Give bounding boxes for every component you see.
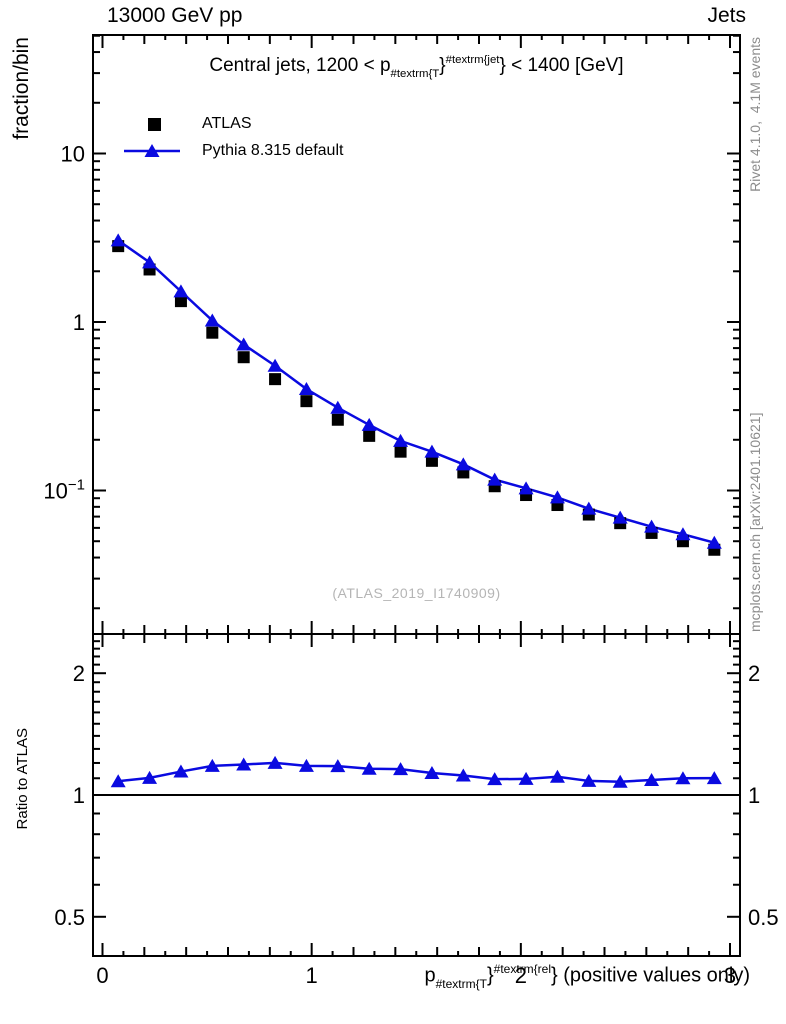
ratio-data-point bbox=[142, 770, 158, 784]
legend-row-pythia: Pythia 8.315 default bbox=[118, 137, 343, 164]
atlas-data-point bbox=[174, 295, 187, 308]
frames bbox=[92, 34, 741, 957]
pythia-data-point bbox=[675, 527, 691, 541]
pythia-data-point bbox=[706, 535, 722, 549]
ratio-data-point bbox=[581, 773, 597, 787]
legend-label-atlas: ATLAS bbox=[202, 114, 252, 132]
svg-text:10: 10 bbox=[61, 142, 85, 167]
ratio-data-point bbox=[675, 771, 691, 785]
ratio-data-point bbox=[393, 762, 409, 776]
atlas-data-point bbox=[425, 454, 438, 467]
pythia-data-point bbox=[267, 358, 283, 372]
atlas-data-point bbox=[269, 373, 282, 386]
ratio-data-point bbox=[330, 759, 346, 773]
plot-title: Central jets, 1200 < p#textrm{T}#textrm{… bbox=[209, 54, 624, 81]
pythia-data-point bbox=[581, 501, 597, 515]
y-axis-title: fraction/bin bbox=[10, 37, 33, 140]
svg-text:0: 0 bbox=[96, 963, 108, 988]
pythia-line bbox=[117, 239, 715, 544]
atlas-data-point bbox=[206, 326, 219, 339]
svg-text:2: 2 bbox=[748, 661, 760, 686]
atlas-data-point bbox=[394, 445, 407, 458]
ratio-data-point bbox=[455, 768, 471, 782]
analysis-watermark: (ATLAS_2019_I1740909) bbox=[332, 585, 501, 601]
svg-text:1: 1 bbox=[73, 783, 85, 808]
pythia-data-point bbox=[518, 481, 534, 495]
tick-labels: 10 1 10−1 2 2 1 1 0.5 0.5 0 1 2 3 bbox=[43, 142, 778, 989]
mcplots-arxiv-note: mcplots.cern.ch [arXiv:2401.10621] bbox=[747, 412, 763, 632]
pythia-data-point bbox=[298, 382, 314, 396]
ratio-data-point bbox=[424, 766, 440, 780]
atlas-data-point bbox=[300, 395, 313, 408]
legend-row-atlas: ATLAS bbox=[118, 110, 343, 137]
legend-label-pythia: Pythia 8.315 default bbox=[202, 141, 344, 159]
pythia-data-point bbox=[393, 433, 409, 447]
ratio-data-point bbox=[487, 772, 503, 786]
ratio-data-point bbox=[549, 769, 565, 783]
ratio-data-point bbox=[236, 757, 252, 771]
pythia-data-point bbox=[330, 400, 346, 414]
ratio-data-point bbox=[173, 764, 189, 778]
pythia-data-point bbox=[173, 284, 189, 298]
svg-text:0.5: 0.5 bbox=[748, 905, 779, 930]
ratio-data-point bbox=[612, 774, 628, 788]
svg-text:1: 1 bbox=[748, 783, 760, 808]
ratio-y-axis-title: Ratio to ATLAS bbox=[14, 728, 31, 830]
pythia-data-point bbox=[361, 417, 377, 431]
ratio-data-point bbox=[110, 774, 126, 788]
svg-text:0.5: 0.5 bbox=[54, 905, 85, 930]
pythia-data-point bbox=[549, 490, 565, 504]
process-label: Jets bbox=[707, 4, 746, 27]
ratio-data-point bbox=[267, 755, 283, 769]
ratio-data-point bbox=[298, 758, 314, 772]
rivet-version-note: Rivet 4.1.0, 4.1M events bbox=[747, 37, 763, 192]
ratio-data-point bbox=[644, 772, 660, 786]
svg-text:1: 1 bbox=[306, 963, 318, 988]
atlas-data-point bbox=[237, 351, 250, 364]
pythia-data-point bbox=[110, 233, 126, 247]
ratio-data-point bbox=[518, 771, 534, 785]
pythia-data-point bbox=[424, 444, 440, 458]
beam-energy-label: 13000 GeV pp bbox=[107, 4, 243, 27]
legend: ATLAS Pythia 8.315 default bbox=[118, 110, 343, 164]
ratio-line bbox=[118, 761, 715, 784]
x-axis-title: p#textrm{T}#textrm{rel} (positive values… bbox=[424, 962, 750, 991]
pythia-data-point bbox=[204, 313, 220, 327]
atlas-marker-icon bbox=[118, 116, 186, 132]
axis-ticks bbox=[93, 34, 740, 957]
pythia-data-point bbox=[612, 510, 628, 524]
ratio-series bbox=[110, 755, 722, 788]
main-series bbox=[110, 233, 722, 556]
pythia-data-point bbox=[236, 337, 252, 351]
svg-text:3: 3 bbox=[724, 963, 736, 988]
atlas-data-point bbox=[331, 413, 344, 426]
svg-text:2: 2 bbox=[515, 963, 527, 988]
ratio-data-point bbox=[204, 758, 220, 772]
svg-text:2: 2 bbox=[73, 661, 85, 686]
pythia-data-point bbox=[455, 457, 471, 471]
svg-text:1: 1 bbox=[73, 310, 85, 335]
pythia-data-point bbox=[142, 255, 158, 269]
pythia-data-point bbox=[644, 519, 660, 533]
pythia-marker-icon bbox=[118, 142, 186, 160]
pythia-data-point bbox=[487, 472, 503, 486]
ratio-data-point bbox=[361, 761, 377, 775]
svg-text:10−1: 10−1 bbox=[43, 477, 85, 504]
atlas-data-point bbox=[363, 429, 376, 442]
ratio-data-point bbox=[706, 771, 722, 785]
